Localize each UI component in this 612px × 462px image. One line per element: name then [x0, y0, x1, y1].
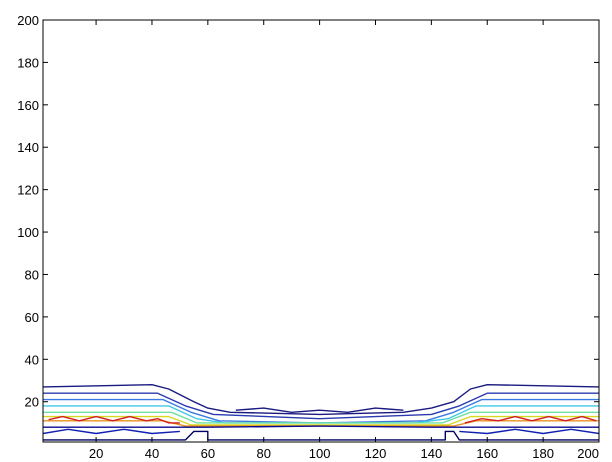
- y-tick-label: 100: [17, 225, 39, 240]
- x-tick-label: 60: [201, 446, 215, 461]
- contour-line-level-1: [43, 384, 599, 416]
- x-tick-label: 120: [365, 446, 387, 461]
- y-tick-label: 20: [25, 395, 39, 410]
- x-tick-label: 160: [476, 446, 498, 461]
- y-tick-label: 180: [17, 55, 39, 70]
- contour-line-level-11: [43, 428, 180, 435]
- contour-line-level-5: [43, 411, 599, 424]
- contour-line-level-8: [48, 415, 180, 424]
- axes: 20 40 60 80 100 120 140 160 180 200 20 40 60 80 100 120…: [17, 13, 600, 461]
- y-tick-label: 60: [25, 310, 39, 325]
- y-tick-label: 160: [17, 98, 39, 113]
- contour-line-level-13: [43, 430, 599, 441]
- plot-frame: [42, 19, 600, 443]
- contour-line-level-9: [464, 415, 597, 424]
- contour-line-level-12: [459, 428, 599, 435]
- x-tick-label: 200: [577, 446, 599, 461]
- contour-lines: [43, 384, 599, 441]
- y-tick-label: 80: [25, 267, 39, 282]
- y-tick-label: 120: [17, 183, 39, 198]
- x-tick-label: 40: [145, 446, 159, 461]
- x-tick-label: 100: [309, 446, 331, 461]
- contour-line-level-14: [235, 407, 404, 413]
- contour-line-level-2: [43, 392, 599, 420]
- contour-line-level-6: [43, 415, 599, 426]
- x-tick-label: 20: [89, 446, 103, 461]
- y-tick-label: 40: [25, 352, 39, 367]
- x-tick-label: 180: [532, 446, 554, 461]
- contour-line-level-10: [43, 425, 599, 428]
- y-tick-label: 140: [17, 140, 39, 155]
- x-tick-label: 80: [256, 446, 270, 461]
- x-tick-label: 140: [421, 446, 443, 461]
- y-tick-label: 200: [17, 13, 39, 28]
